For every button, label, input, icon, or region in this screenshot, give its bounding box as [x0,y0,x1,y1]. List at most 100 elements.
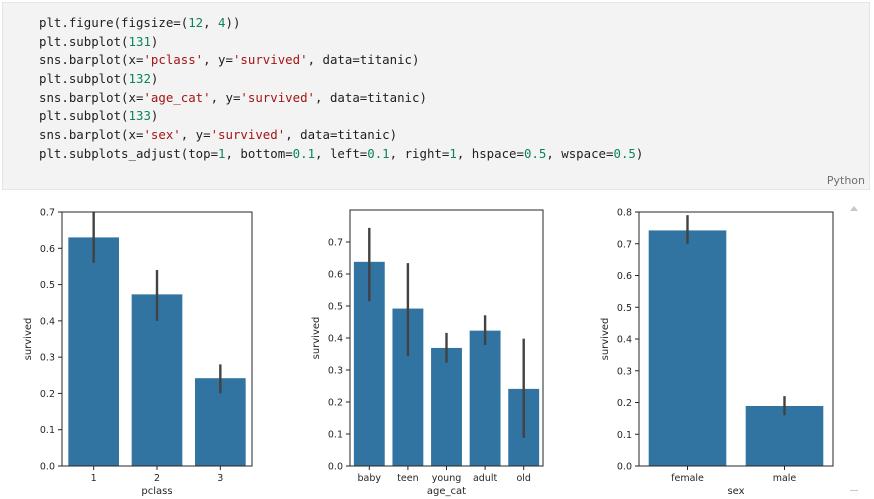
y-tick-label: 0.1 [328,430,343,441]
code-token: sns.barplot(x= [39,127,144,143]
code-token: 0.5 [613,145,636,161]
code-token: 12 [188,15,204,30]
code-token: , y= [210,89,241,105]
code-token: , y= [180,127,211,143]
bar [68,237,119,466]
code-token: 1 [218,145,226,161]
code-token: , y= [203,52,233,68]
code-token: plt.subplot( [39,71,129,87]
x-tick-label: adult [473,473,498,484]
y-tick-label: 0.1 [617,430,632,441]
x-axis-label: age_cat [427,486,466,497]
code-token: , right= [389,145,450,161]
code-token: 'survived' [232,52,308,68]
code-token: ) [635,145,644,161]
code-token: 'sex' [143,127,181,143]
code-token: )) [225,15,241,30]
y-axis-label: survived [600,318,611,361]
code-token: , data=titanic) [285,127,398,143]
y-tick-label: 0.5 [328,302,343,313]
y-tick-label: 0.0 [40,462,55,473]
x-tick-label: baby [358,473,382,484]
axes-frame [61,211,253,467]
x-tick-label: 2 [154,473,160,484]
code-line: plt.subplot(133) [39,107,643,126]
y-tick-label: 0.3 [40,353,55,364]
code-token: 'survived' [210,127,286,143]
code-token: 4 [218,15,226,30]
code-token: 'pclass' [143,52,204,68]
y-tick-label: 0.6 [40,244,55,255]
y-tick-label: 0.7 [40,208,55,219]
code-token: plt.figure(figsize=( [39,15,189,30]
code-token: sns.barplot(x= [39,52,144,68]
code-token: plt.subplot( [39,33,129,49]
code-token: ) [150,33,159,49]
bar [648,230,727,466]
scroll-up-arrow-icon[interactable] [850,206,858,211]
axes-frame [638,211,834,467]
y-tick-label: 0.0 [617,462,632,473]
code-token: plt.subplots_adjust(top= [39,145,219,161]
y-tick-label: 0.5 [617,303,632,314]
code-token: , [203,15,219,30]
code-token: 'survived' [240,89,316,105]
code-token: 'age_cat' [143,89,211,105]
y-tick-label: 0.4 [40,316,55,327]
bar [431,347,462,466]
x-tick-label: teen [397,473,418,484]
code-token: 0.5 [523,145,547,161]
bar [745,405,824,466]
code-token: 0.1 [292,145,316,161]
y-tick-label: 0.4 [617,335,632,346]
code-line: sns.barplot(x='sex', y='survived', data=… [39,126,643,145]
bar [469,330,501,466]
y-tick-label: 0.0 [328,462,343,473]
y-tick-label: 0.2 [617,398,632,409]
code-line: sns.barplot(x='age_cat', y='survived', d… [39,89,643,108]
code-line: sns.barplot(x='pclass', y='survived', da… [39,51,643,70]
y-axis-label: survived [23,318,34,361]
code-token: , wspace= [546,145,614,161]
y-axis-label: survived [311,317,322,360]
y-tick-label: 0.1 [40,425,55,436]
x-tick-label: 1 [91,473,97,484]
code-token: 1 [449,145,457,161]
x-tick-label: female [671,473,704,484]
y-tick-label: 0.2 [40,389,55,400]
cell-output: 1 2 3 0.0 0.1 0.2 0.3 0.4 0.5 0.6 0.7 pclass survive… [0,196,874,499]
y-tick-label: 0.3 [328,366,343,377]
axes-frame [349,209,544,467]
code-token: ) [150,108,159,124]
x-tick-label: young [432,473,462,484]
code-token: 133 [128,108,151,124]
code-token: 131 [128,33,151,49]
code-line: plt.figure(figsize=(12, 4)) [39,14,643,33]
code-token: ) [150,71,159,87]
y-tick-label: 0.5 [40,280,55,291]
bar [131,294,183,466]
code-token: , bottom= [225,145,293,161]
code-token: , left= [315,145,368,161]
code-editor[interactable]: plt.figure(figsize=(12, 4)) plt.subplot(1… [39,14,643,164]
y-tick-label: 0.6 [328,270,343,281]
barplot-figure: 1 2 3 0.0 0.1 0.2 0.3 0.4 0.5 0.6 0.7 pclass survive… [23,208,834,497]
code-token: , data=titanic) [307,52,420,68]
code-token: plt.subplot( [39,108,129,124]
code-cell[interactable]: plt.figure(figsize=(12, 4)) plt.subplot(1… [2,2,870,190]
code-token: 132 [128,71,151,87]
cell-language-label[interactable]: Python [826,174,865,187]
x-axis-label: sex [727,486,744,497]
code-token: sns.barplot(x= [39,89,144,105]
scroll-down-arrow-icon[interactable] [850,490,858,491]
code-line: plt.subplot(131) [39,33,643,52]
x-tick-label: old [516,473,530,484]
x-tick-label: male [773,473,797,484]
code-line: plt.subplots_adjust(top=1, bottom=0.1, l… [39,145,643,164]
code-token: , data=titanic) [315,89,427,105]
x-axis-label: pclass [141,486,172,497]
y-tick-label: 0.7 [328,238,343,249]
y-tick-label: 0.6 [617,271,632,282]
y-tick-label: 0.2 [328,398,343,409]
code-token: , hspace= [456,145,524,161]
